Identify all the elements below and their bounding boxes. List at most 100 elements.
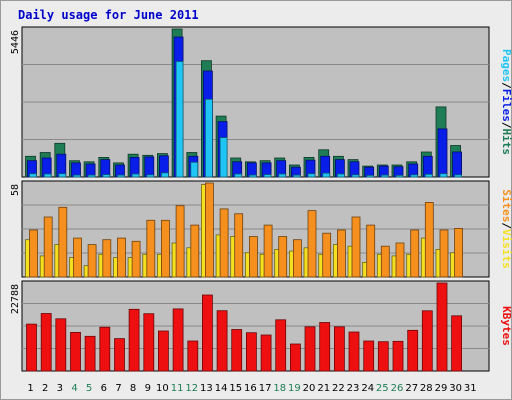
bar-kbytes-day-21: [319, 322, 331, 372]
bar-sites-day-24: [366, 224, 376, 278]
x-tick-label: 9: [145, 383, 151, 394]
bar-sites-day-23: [351, 216, 361, 278]
x-tick-label: 4: [71, 383, 77, 394]
bar-pages-day-26: [395, 174, 404, 178]
bar-kbytes-day-7: [114, 338, 125, 372]
x-tick-label: 7: [115, 383, 121, 394]
bar-kbytes-day-24: [363, 340, 375, 372]
bar-pages-day-3: [58, 173, 67, 178]
bar-sites-day-28: [424, 201, 434, 278]
series-label-part: /: [500, 222, 512, 229]
bar-sites-day-19: [292, 239, 302, 278]
bar-sites-day-5: [87, 244, 97, 278]
bar-files-day-28: [422, 155, 433, 178]
bar-sites-day-7: [117, 237, 126, 278]
bar-kbytes-day-5: [84, 335, 96, 372]
x-axis-labels: 1 2 3 4 5 6 7 8 9 10 11 12 13 14 15 16 17 18 19 20 21 22 23 24 2…: [27, 383, 476, 394]
bar-kbytes-day-18: [275, 319, 287, 372]
chart-panels: [21, 26, 490, 372]
bar-pages-day-23: [351, 174, 360, 178]
x-tick-label: 19: [288, 383, 301, 394]
x-tick-label: 6: [101, 383, 107, 394]
y-max-label-mid: 58: [10, 184, 21, 196]
x-tick-label: 2: [42, 383, 48, 394]
bar-pages-day-7: [117, 174, 125, 178]
x-tick-label: 15: [229, 383, 242, 394]
bar-sites-day-10: [160, 219, 170, 278]
bar-pages-day-14: [219, 137, 228, 178]
x-tick-label: 5: [86, 383, 92, 394]
bar-kbytes-day-26: [392, 340, 404, 372]
bar-kbytes-day-2: [40, 313, 52, 372]
bar-sites-day-11: [175, 205, 185, 278]
x-tick-label: 23: [347, 383, 360, 394]
x-tick-label: 17: [259, 383, 272, 394]
x-tick-label: 18: [273, 383, 286, 394]
bar-files-day-30: [452, 151, 463, 178]
bar-pages-day-12: [190, 161, 199, 178]
series-label-top: Pages/Files/Hits: [500, 49, 512, 155]
bar-kbytes-day-9: [143, 313, 155, 372]
bar-sites-day-29: [439, 229, 449, 278]
bar-pages-day-18: [278, 173, 287, 178]
bar-kbytes-day-17: [260, 334, 272, 372]
bar-files-day-9: [144, 156, 155, 178]
series-label-part: /: [500, 122, 512, 129]
bar-kbytes-day-22: [333, 326, 345, 372]
x-tick-label: 3: [57, 383, 63, 394]
bar-pages-day-5: [87, 174, 96, 178]
bar-kbytes-day-28: [421, 310, 433, 372]
y-max-label-bottom: 22788: [10, 284, 21, 314]
bar-kbytes-day-30: [451, 315, 463, 372]
bar-sites-day-15: [234, 213, 244, 278]
bar-kbytes-day-25: [377, 341, 389, 372]
bar-sites-day-27: [410, 229, 420, 278]
bar-pages-day-29: [439, 173, 448, 178]
bar-sites-day-14: [219, 208, 229, 278]
x-tick-label: 14: [215, 383, 228, 394]
y-axis-labels: 5446 58 22788: [10, 30, 21, 314]
x-tick-label: 1: [27, 383, 33, 394]
bar-pages-day-13: [204, 98, 213, 178]
x-tick-label: 31: [464, 383, 477, 394]
bar-pages-day-27: [410, 174, 419, 178]
bar-sites-day-20: [307, 210, 317, 278]
bar-pages-day-16: [248, 174, 257, 178]
x-tick-label: 16: [244, 383, 257, 394]
bar-kbytes-day-8: [128, 308, 140, 372]
bar-sites-day-12: [190, 224, 200, 278]
x-tick-label: 22: [332, 383, 345, 394]
chart-bars: [25, 28, 464, 372]
x-tick-label: 11: [171, 383, 184, 394]
series-label-mid: Sites/Visits: [500, 189, 512, 269]
bar-pages-day-20: [307, 173, 316, 178]
bar-pages-day-22: [336, 173, 345, 178]
bar-kbytes-day-19: [289, 343, 301, 372]
bar-sites-day-3: [58, 206, 68, 278]
bar-kbytes-day-10: [157, 330, 169, 372]
x-tick-label: 8: [130, 383, 136, 394]
bar-sites-day-16: [248, 236, 258, 278]
x-tick-label: 27: [405, 383, 418, 394]
bar-pages-day-11: [175, 61, 184, 178]
bar-pages-day-2: [43, 173, 52, 178]
bar-kbytes-day-15: [231, 329, 243, 372]
bar-kbytes-day-29: [436, 282, 448, 372]
series-label-part: Pages: [500, 49, 512, 82]
series-label-part: Sites: [500, 189, 512, 222]
bar-kbytes-day-13: [201, 294, 213, 372]
bar-kbytes-day-16: [245, 332, 257, 372]
bar-pages-day-17: [263, 174, 272, 178]
x-tick-label: 26: [391, 383, 404, 394]
bar-pages-day-30: [454, 174, 463, 178]
x-tick-label: 28: [420, 383, 433, 394]
x-tick-label: 24: [361, 383, 374, 394]
bar-sites-day-2: [43, 216, 53, 278]
bar-kbytes-day-12: [187, 340, 199, 372]
bar-kbytes-day-23: [348, 331, 360, 372]
bar-files-day-29: [437, 128, 448, 178]
bar-pages-day-6: [102, 174, 111, 178]
series-label-part: KBytes: [500, 306, 512, 346]
